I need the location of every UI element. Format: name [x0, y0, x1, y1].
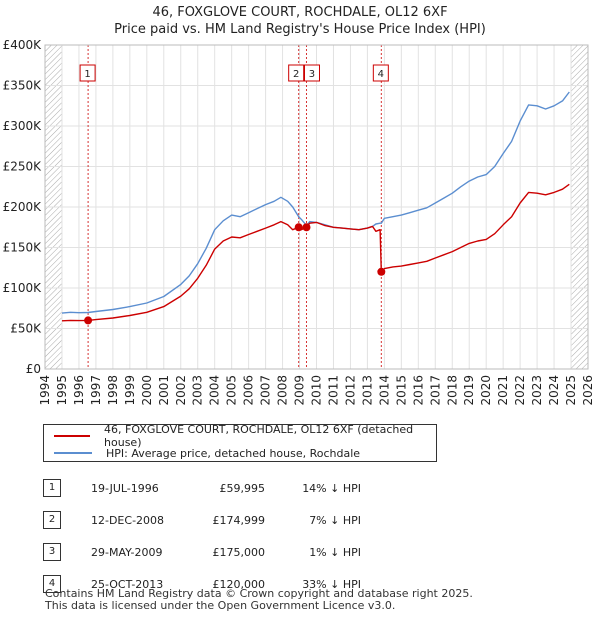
x-tick-label: 1995 [55, 375, 69, 406]
x-tick-label: 2020 [479, 375, 493, 406]
x-tick-label: 2022 [513, 375, 527, 406]
transaction-hpi: 14% ↓ HPI [265, 472, 361, 504]
sale-point [84, 316, 92, 324]
transaction-price: £59,995 [183, 472, 265, 504]
x-tick-label: 2004 [208, 375, 222, 406]
y-tick-label: £200K [3, 200, 43, 214]
x-tick-label: 1998 [106, 375, 120, 406]
x-tick-label: 2000 [140, 375, 154, 406]
legend-swatch-property [54, 435, 90, 437]
transaction-label: 2 [293, 69, 299, 80]
series-line-property [62, 184, 569, 320]
x-tick-label: 2026 [581, 375, 595, 406]
y-tick-label: £350K [3, 79, 43, 93]
x-tick-label: 2024 [547, 375, 561, 406]
x-tick-label: 2018 [445, 375, 459, 406]
transaction-label: 4 [378, 69, 384, 80]
x-tick-label: 2001 [157, 375, 171, 406]
table-row: 3 29-MAY-2009 £175,000 1% ↓ HPI [43, 536, 361, 568]
x-tick-label: 2023 [530, 375, 544, 406]
x-tick-label: 1994 [38, 375, 52, 406]
y-tick-label: £300K [3, 119, 43, 133]
sale-point [295, 223, 303, 231]
x-tick-label: 1997 [89, 375, 103, 406]
y-tick-label: £0 [26, 362, 41, 376]
y-tick-label: £400K [3, 38, 43, 52]
x-tick-label: 2015 [394, 375, 408, 406]
x-tick-label: 2012 [343, 375, 357, 406]
x-tick-label: 2017 [428, 375, 442, 406]
x-tick-label: 1999 [123, 375, 137, 406]
y-tick-label: £250K [3, 160, 43, 174]
x-tick-label: 2005 [225, 375, 239, 406]
x-tick-label: 2016 [411, 375, 425, 406]
x-tick-label: 2002 [174, 375, 188, 406]
x-tick-label: 2008 [276, 375, 290, 406]
legend-item-hpi: HPI: Average price, detached house, Roch… [54, 444, 360, 462]
sale-point [377, 268, 385, 276]
series-line-hpi [62, 92, 569, 313]
footer-line-2: This data is licensed under the Open Gov… [45, 600, 473, 612]
transaction-price: £174,999 [183, 504, 265, 536]
table-row: 2 12-DEC-2008 £174,999 7% ↓ HPI [43, 504, 361, 536]
transaction-label: 1 [84, 69, 90, 80]
x-tick-label: 2003 [191, 375, 205, 406]
transaction-hpi: 1% ↓ HPI [265, 536, 361, 568]
sale-point [302, 223, 310, 231]
y-tick-label: £100K [3, 281, 43, 295]
x-tick-label: 2013 [360, 375, 374, 406]
x-tick-label: 1996 [72, 375, 86, 406]
footer: Contains HM Land Registry data © Crown c… [45, 588, 473, 612]
transaction-number: 1 [43, 479, 61, 497]
table-row: 1 19-JUL-1996 £59,995 14% ↓ HPI [43, 472, 361, 504]
x-tick-label: 2014 [377, 375, 391, 406]
legend-label-hpi: HPI: Average price, detached house, Roch… [106, 447, 360, 460]
legend: 46, FOXGLOVE COURT, ROCHDALE, OL12 6XF (… [43, 424, 437, 462]
x-tick-label: 2006 [242, 375, 256, 406]
x-tick-label: 2025 [564, 375, 578, 406]
transaction-hpi: 7% ↓ HPI [265, 504, 361, 536]
y-tick-label: £50K [10, 322, 42, 336]
x-tick-label: 2009 [293, 375, 307, 406]
legend-swatch-hpi [54, 452, 92, 454]
legend-item-property: 46, FOXGLOVE COURT, ROCHDALE, OL12 6XF (… [54, 427, 436, 445]
transaction-number: 3 [43, 543, 61, 561]
transactions-table: 1 19-JUL-1996 £59,995 14% ↓ HPI 2 12-DEC… [43, 472, 361, 600]
x-tick-label: 2007 [259, 375, 273, 406]
transaction-date: 19-JUL-1996 [91, 472, 183, 504]
y-tick-label: £150K [3, 241, 43, 255]
transaction-number: 2 [43, 511, 61, 529]
transaction-date: 12-DEC-2008 [91, 504, 183, 536]
transaction-price: £175,000 [183, 536, 265, 568]
x-tick-label: 2011 [326, 375, 340, 406]
x-tick-label: 2019 [462, 375, 476, 406]
transaction-label: 3 [309, 69, 315, 80]
x-tick-label: 2021 [496, 375, 510, 406]
transaction-date: 29-MAY-2009 [91, 536, 183, 568]
x-tick-label: 2010 [310, 375, 324, 406]
